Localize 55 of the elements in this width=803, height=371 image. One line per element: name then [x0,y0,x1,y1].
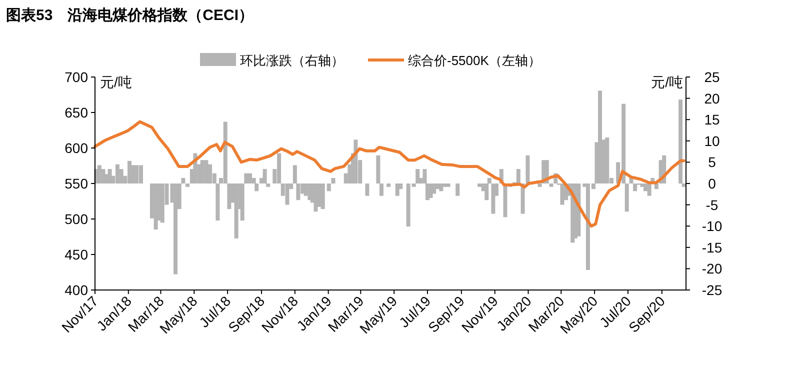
bar [262,169,267,184]
y-tick-label: 550 [64,176,88,192]
y2-tick-label: -15 [702,239,722,256]
y-tick-label: 400 [64,282,88,298]
bar [326,184,331,192]
y2-tick-label: 25 [704,69,720,85]
y2-tick-label: 15 [704,112,720,128]
bar [285,184,290,205]
bar [331,178,336,184]
bar [516,169,520,184]
bar [446,184,450,187]
y-tick-label: 700 [64,69,88,85]
bar [320,184,325,210]
bar [134,165,139,184]
bar [456,184,460,196]
bar [248,173,252,184]
legend-label: 综合价-5500K（左轴） [408,53,541,68]
y2-tick-label: -25 [702,282,722,298]
y2-tick-label: 10 [704,132,720,149]
bar [115,164,120,184]
bar [365,184,370,196]
bar [186,184,190,187]
y-axis-title: 元/吨 [100,74,132,90]
bar [598,90,602,184]
bar [204,160,208,184]
bar [633,184,638,192]
bar [439,184,444,192]
bar [478,184,482,187]
bar [647,184,652,196]
legend-label: 环比涨跌（右轴） [240,53,344,68]
y2-tick-label: 0 [708,176,716,192]
bar [174,184,178,274]
y2-tick-label: -10 [702,218,722,234]
bar [386,184,391,187]
y2-tick-label: -5 [706,196,718,213]
bar [678,100,683,184]
bar [560,184,564,205]
bar [526,155,530,184]
bar [605,137,610,184]
bar [395,184,400,196]
y2-tick-label: 5 [708,154,716,170]
y-tick-label: 500 [64,211,88,227]
bar [549,184,554,187]
chart-title: 图表53 沿海电煤价格指数（CECI） [6,7,254,24]
bar [97,165,102,184]
y-tick-label: 600 [64,140,88,156]
bar [416,169,420,184]
y-tick-label: 450 [64,246,88,262]
y2-axis-title: 元/吨 [651,74,683,90]
y-tick-label: 650 [64,104,88,120]
bar [654,184,658,190]
y2-tick-label: 20 [704,90,720,106]
y2-tick-label: -20 [702,260,722,277]
bar [234,184,238,238]
bar [208,164,212,184]
